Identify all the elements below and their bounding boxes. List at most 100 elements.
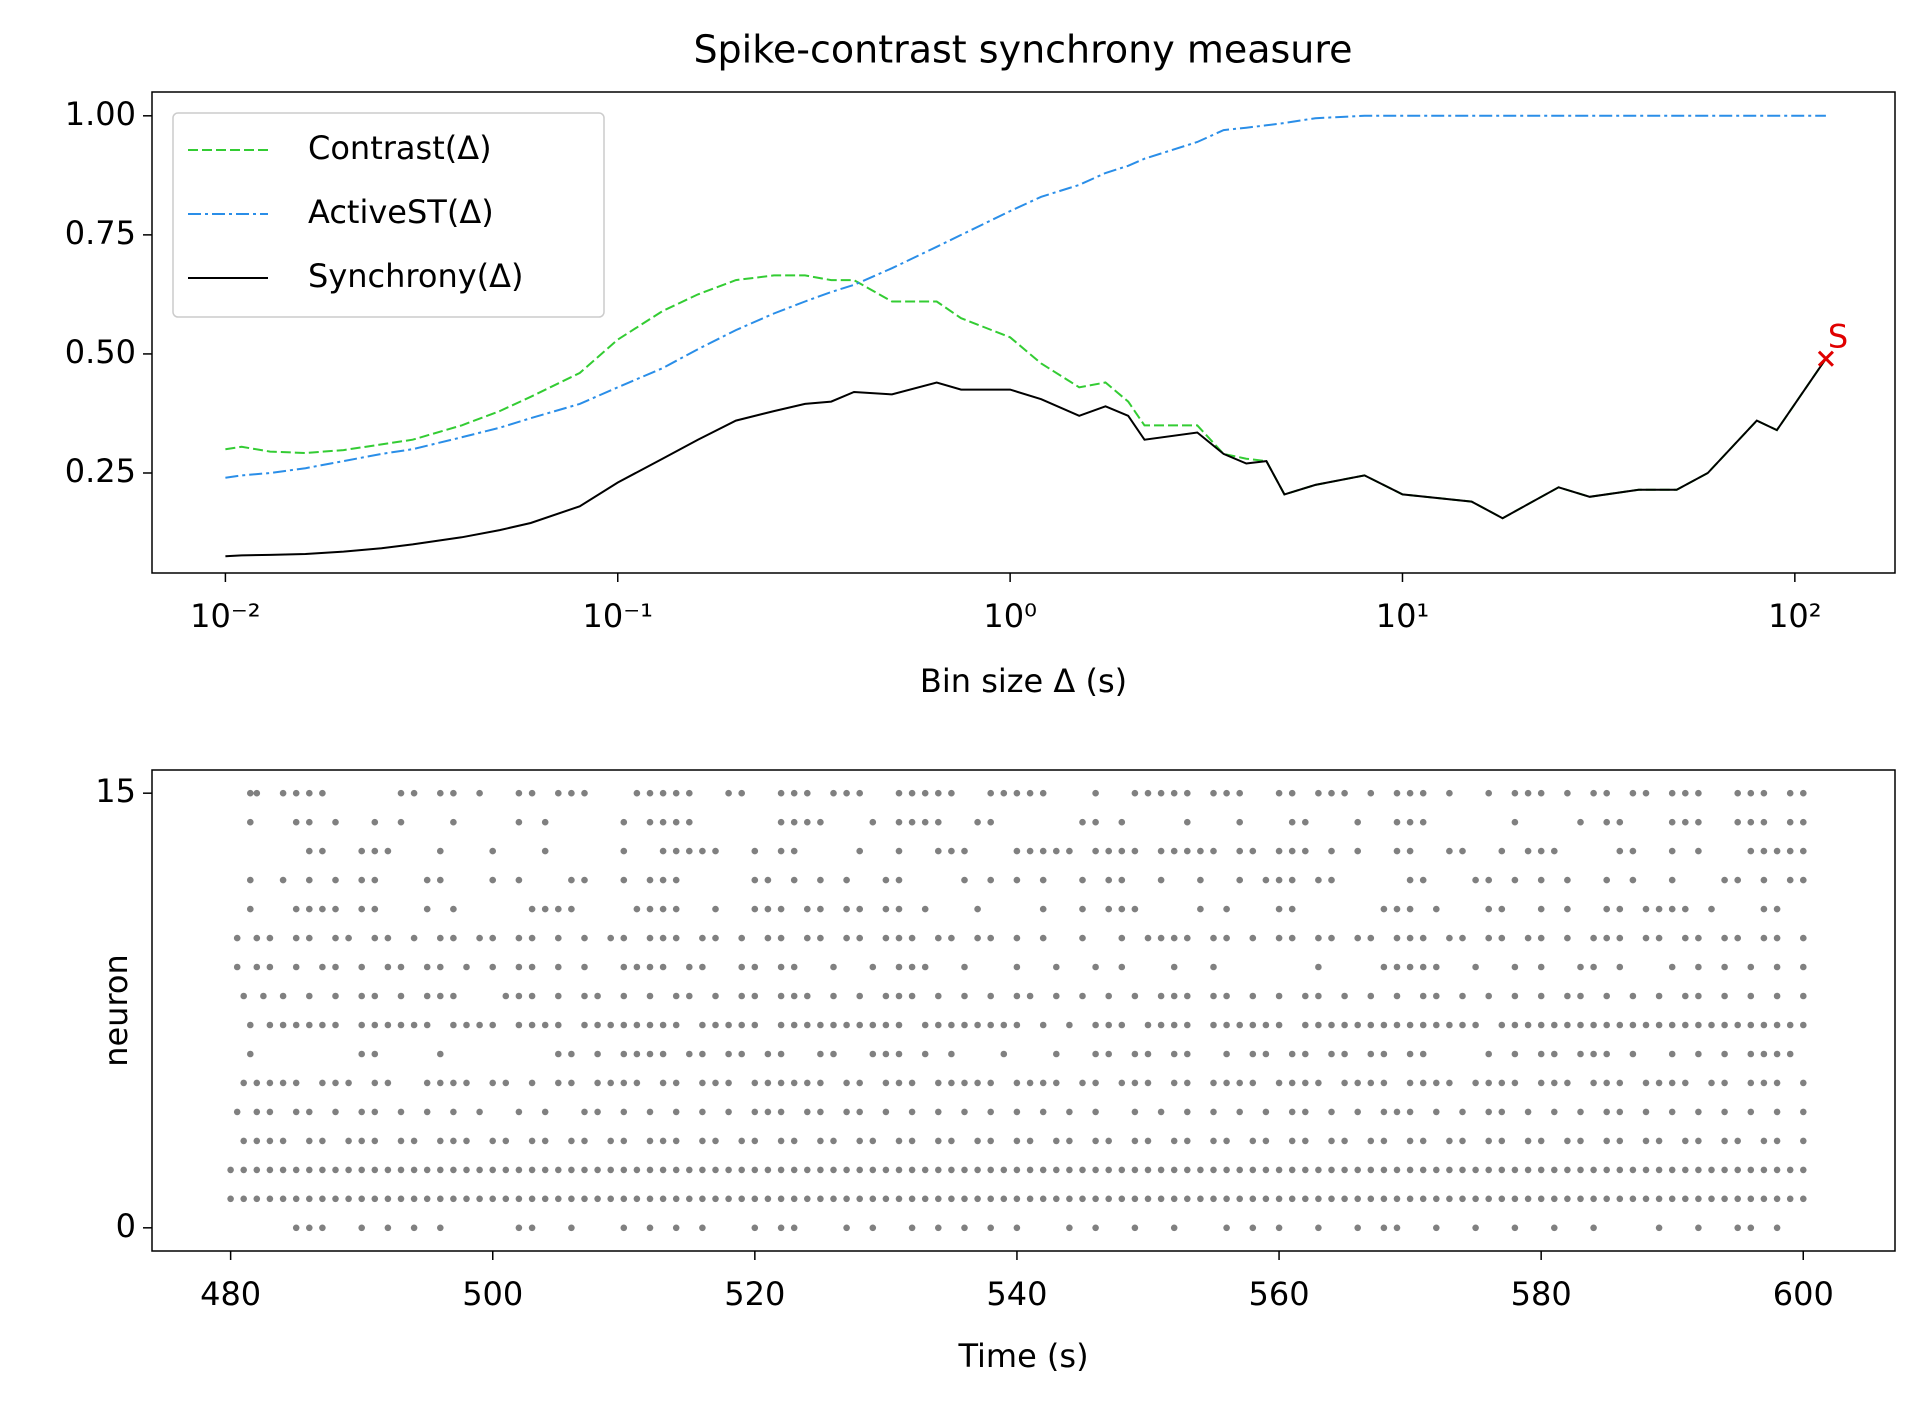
spike [843, 1224, 850, 1232]
spike [371, 1079, 379, 1087]
spike [1773, 1021, 1781, 1029]
spike [1773, 1195, 1781, 1203]
spike [1655, 992, 1663, 1000]
spike [1485, 1108, 1492, 1116]
spike [1786, 1021, 1794, 1029]
spike [227, 1166, 234, 1174]
spike [620, 1166, 628, 1174]
spike [620, 1079, 628, 1087]
spike [1275, 992, 1283, 1000]
spike [1472, 1079, 1479, 1087]
spike [1210, 963, 1217, 971]
spike [817, 1137, 824, 1145]
spike [764, 905, 772, 913]
spike [1485, 1137, 1492, 1145]
spike [620, 992, 628, 1000]
spike [961, 847, 968, 855]
spike [1564, 934, 1571, 942]
spike [935, 1137, 942, 1145]
spike [699, 1108, 706, 1116]
spike [410, 934, 418, 942]
spike [777, 789, 785, 797]
spike [332, 1021, 339, 1029]
spike [1603, 1021, 1610, 1029]
spike [987, 992, 994, 1000]
spike [1406, 1137, 1414, 1145]
annotation-marker [1817, 350, 1834, 367]
spike [489, 847, 497, 855]
spike [306, 818, 313, 826]
spike [1328, 1021, 1335, 1029]
spike [1603, 876, 1610, 884]
spike [581, 934, 588, 942]
spike [227, 1195, 234, 1203]
spike [1800, 992, 1807, 1000]
spike [1354, 1079, 1361, 1087]
spike [1786, 847, 1794, 855]
spike [1236, 818, 1243, 826]
spike [1498, 1079, 1506, 1087]
spike [1446, 1137, 1453, 1145]
spike [1616, 1021, 1624, 1029]
spike [1760, 1021, 1768, 1029]
spike [686, 1166, 693, 1174]
spike [1590, 789, 1597, 797]
spike [1092, 1195, 1099, 1203]
spike [1157, 1108, 1165, 1116]
spike [247, 905, 254, 913]
spike [869, 1195, 877, 1203]
spike [1498, 1137, 1506, 1145]
spike [1118, 1195, 1126, 1203]
spike [1629, 1166, 1637, 1174]
spike [1668, 1079, 1676, 1087]
spike [332, 818, 339, 826]
x-axis-label: Time (s) [957, 1337, 1088, 1375]
spike [292, 905, 300, 913]
spike [1367, 934, 1375, 942]
spike [1537, 1050, 1545, 1058]
spike [1747, 1050, 1755, 1058]
spike [1026, 1166, 1034, 1174]
spike [371, 1050, 379, 1058]
spike [895, 1021, 903, 1029]
spike [1157, 847, 1165, 855]
spike [345, 1195, 352, 1203]
spike [1577, 992, 1584, 1000]
spike [751, 1021, 759, 1029]
spike [594, 1050, 601, 1058]
spike [1734, 1137, 1741, 1145]
spike [306, 1108, 313, 1116]
spike [1642, 1079, 1650, 1087]
spike [568, 1166, 575, 1174]
spike [1000, 1195, 1008, 1203]
spike [1472, 876, 1479, 884]
spike [1564, 876, 1571, 884]
spike [725, 1021, 732, 1029]
spike [1288, 1166, 1296, 1174]
spike [1524, 847, 1532, 855]
spike [397, 1021, 405, 1029]
spike [528, 1079, 536, 1087]
spike [1668, 1021, 1676, 1029]
spike [1275, 1166, 1283, 1174]
spike [738, 992, 745, 1000]
spike [423, 1079, 431, 1087]
spike [633, 1050, 641, 1058]
spike [1210, 992, 1217, 1000]
spike [1642, 905, 1650, 913]
spike [1210, 1195, 1217, 1203]
spike [1800, 789, 1807, 797]
spike [935, 1108, 942, 1116]
spike [699, 963, 706, 971]
spike [1092, 847, 1099, 855]
spike [672, 789, 680, 797]
spike [1079, 934, 1086, 942]
spike [1682, 818, 1689, 826]
spike [1564, 1021, 1571, 1029]
spike [1433, 992, 1440, 1000]
spike [1223, 1195, 1230, 1203]
spike [515, 1108, 523, 1116]
spike [777, 934, 785, 942]
spike [790, 876, 798, 884]
spike [830, 1021, 837, 1029]
